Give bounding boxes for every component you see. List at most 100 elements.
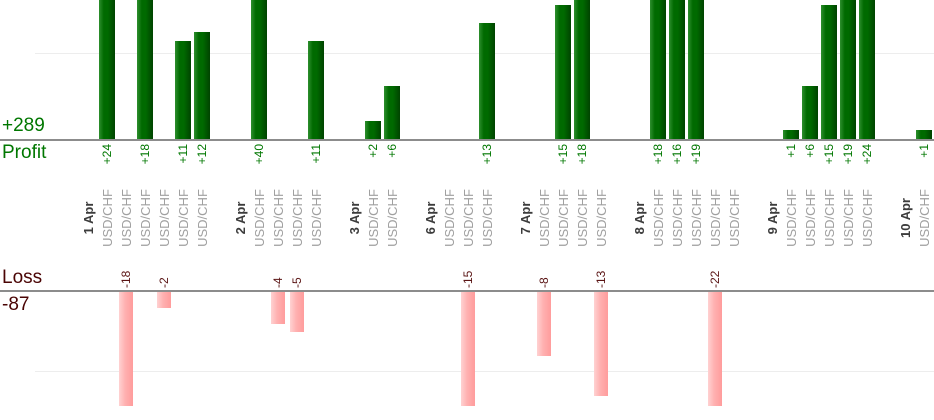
date-label: 10 Apr [897,198,913,238]
symbol-label: USD/CHF [574,189,590,247]
loss-value-label: -5 [290,277,304,288]
profit-value-label: +40 [252,144,266,165]
symbol-label: USD/CHF [99,189,115,247]
profit-bar [650,0,666,139]
profit-value-label: +6 [803,144,817,158]
profit-value-label: +18 [575,144,589,165]
loss-bar [594,292,608,396]
symbol-label: USD/CHF [916,189,932,247]
profit-bar [802,86,818,139]
profit-value-label: +24 [100,144,114,165]
symbol-label: USD/CHF [650,189,666,247]
loss-value-label: -18 [119,270,133,288]
date-label: 1 Apr [80,201,96,235]
symbol-label: USD/CHF [688,189,704,247]
symbol-label: USD/CHF [194,189,210,247]
profit-value-label: +1 [784,144,798,158]
symbol-label: USD/CHF [270,189,286,247]
profit-bar [479,23,495,139]
loss-value-label: -13 [594,270,608,288]
loss-bar [537,292,551,356]
symbol-label: USD/CHF [175,189,191,247]
symbol-label: USD/CHF [118,189,134,247]
symbol-label: USD/CHF [555,189,571,247]
symbol-label: USD/CHF [802,189,818,247]
date-label: 6 Apr [422,201,438,235]
symbol-label: USD/CHF [783,189,799,247]
profit-bar [688,0,704,139]
profit-bar [821,5,837,139]
symbol-label: USD/CHF [460,189,476,247]
loss-value-label: -15 [461,270,475,288]
profit-bar [251,0,267,139]
profit-value-label: +19 [689,144,703,165]
profit-bar [840,0,856,139]
symbol-label: USD/CHF [840,189,856,247]
loss-axis-title: Loss [2,267,43,288]
symbol-label: USD/CHF [707,189,723,247]
profit-bar [669,0,685,139]
loss-axis-line [0,290,934,292]
profit-bar [194,32,210,139]
profit-bar [574,0,590,139]
profit-value-label: +19 [841,144,855,165]
profit-bar [137,0,153,139]
profit-value-label: +6 [385,144,399,158]
symbol-label: USD/CHF [156,189,172,247]
loss-value-label: -4 [271,277,285,288]
profit-bar [555,5,571,139]
profit-bar [916,130,932,139]
loss-bar [119,292,133,406]
loss-bar [461,292,475,406]
loss-bar [290,292,304,332]
profit-value-label: +1 [917,144,931,158]
date-label: 7 Apr [517,201,533,235]
profit-total-label: +289 [2,115,45,136]
profit-value-label: +13 [480,144,494,165]
symbol-label: USD/CHF [308,189,324,247]
symbol-label: USD/CHF [289,189,305,247]
profit-value-label: +12 [195,144,209,165]
symbol-label: USD/CHF [137,189,153,247]
symbol-label: USD/CHF [821,189,837,247]
loss-total-label: -87 [2,294,30,315]
profit-value-label: +16 [670,144,684,165]
date-label: 2 Apr [232,201,248,235]
profit-value-label: +18 [138,144,152,165]
symbol-label: USD/CHF [384,189,400,247]
date-label: 3 Apr [346,201,362,235]
symbol-label: USD/CHF [859,189,875,247]
profit-bar [99,0,115,139]
loss-value-label: -2 [157,277,171,288]
loss-bar [157,292,171,308]
loss-gridline [35,371,934,372]
date-label: 9 Apr [764,201,780,235]
profit-value-label: +11 [309,144,323,164]
date-label: 8 Apr [631,201,647,235]
profit-bar [859,0,875,139]
symbol-label: USD/CHF [536,189,552,247]
symbol-label: USD/CHF [251,189,267,247]
loss-value-label: -8 [537,277,551,288]
profit-bar [384,86,400,139]
loss-value-label: -22 [708,270,722,288]
loss-bar [708,292,722,406]
symbol-label: USD/CHF [669,189,685,247]
symbol-label: USD/CHF [593,189,609,247]
profit-value-label: +15 [822,144,836,165]
symbol-label: USD/CHF [365,189,381,247]
profit-value-label: +11 [176,144,190,164]
symbol-label: USD/CHF [479,189,495,247]
symbol-label: USD/CHF [441,189,457,247]
loss-bar [271,292,285,324]
profit-value-label: +15 [556,144,570,165]
profit-bar [308,41,324,139]
profit-value-label: +2 [366,144,380,158]
profit-bar [365,121,381,139]
profit-value-label: +24 [860,144,874,165]
profit-axis-line [0,139,934,141]
symbol-label: USD/CHF [726,189,742,247]
profit-axis-title: Profit [2,142,47,163]
profit-value-label: +18 [651,144,665,165]
